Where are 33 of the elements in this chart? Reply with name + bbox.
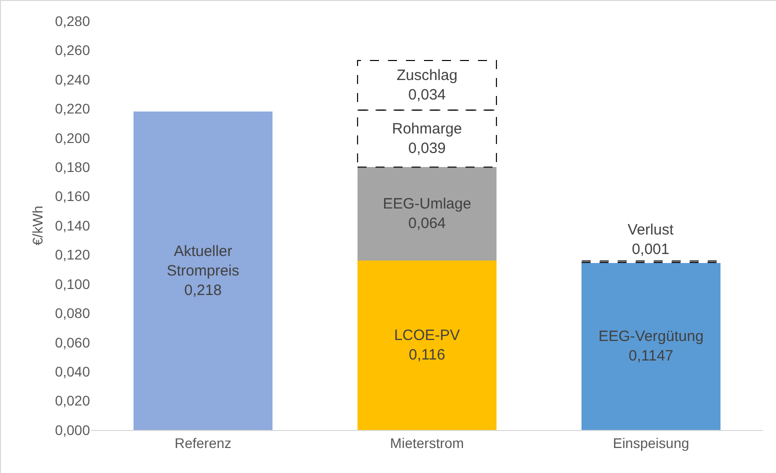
y-tick-label: 0,200 — [54, 130, 90, 146]
series-label: Zuschlag — [396, 67, 458, 84]
series-label: Rohmarge — [392, 120, 462, 138]
data-label: 0,034 — [408, 86, 446, 104]
data-label: 0,218 — [184, 282, 222, 299]
y-tick-label: 0,120 — [54, 246, 90, 263]
series-label: Aktueller Strompreis — [166, 242, 240, 280]
series-label: EEG-Vergütung — [598, 328, 704, 345]
data-label: 0,116 — [408, 346, 446, 364]
y-tick-label: 0,280 — [54, 12, 90, 29]
data-label: 0,039 — [408, 140, 446, 157]
y-tick-label: 0,020 — [54, 392, 90, 409]
y-tick-label: 0,060 — [54, 334, 90, 350]
y-tick-label: 0,220 — [54, 100, 90, 117]
series-label: Verlust — [628, 222, 674, 238]
data-label: 0,001 — [632, 241, 670, 258]
y-tick-label: 0,160 — [54, 188, 90, 204]
y-tick-label: 0,100 — [54, 276, 90, 292]
series-label: LCOE-PV — [394, 327, 460, 344]
y-tick-label: 0,140 — [54, 217, 90, 234]
y-tick-label: 0,240 — [54, 71, 90, 88]
y-tick-label: 0,000 — [54, 422, 90, 438]
y-tick-label: 0,040 — [54, 363, 90, 380]
y-tick-label: 0,080 — [54, 305, 90, 322]
y-tick-label: 0,260 — [54, 42, 90, 58]
y-tick-label: 0,180 — [54, 158, 90, 175]
data-label: 0,1147 — [628, 347, 674, 364]
y-axis-title: €/kWh — [30, 206, 46, 246]
data-label: 0,064 — [408, 215, 446, 232]
x-tick-label: Mieterstrom — [390, 434, 464, 451]
x-tick-label: Einspeisung — [612, 434, 690, 451]
x-tick-label: Referenz — [174, 434, 232, 451]
series-label: EEG-Umlage — [382, 196, 472, 213]
